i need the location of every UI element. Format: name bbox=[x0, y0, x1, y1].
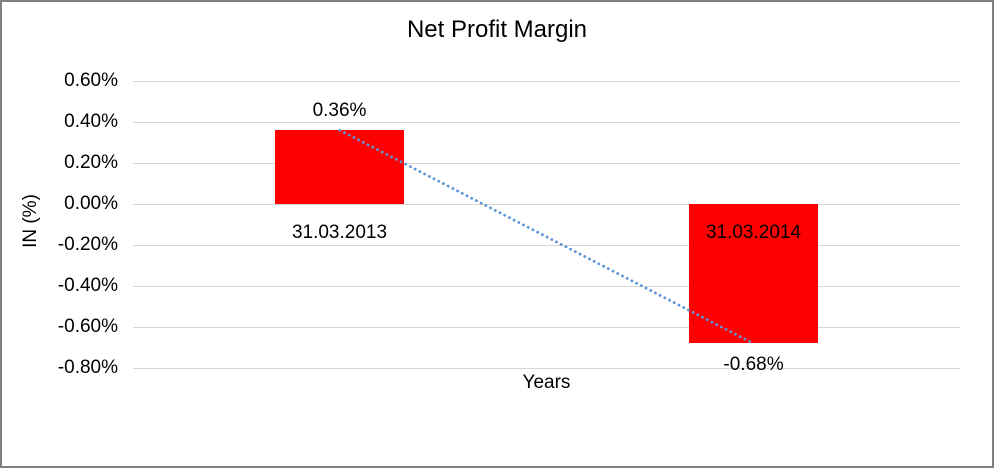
y-tick-label: 0.60% bbox=[64, 70, 118, 91]
category-label: 31.03.2014 bbox=[705, 222, 802, 243]
y-tick-label: 0.00% bbox=[64, 193, 118, 214]
data-label: 0.36% bbox=[312, 100, 367, 121]
category-label: 31.03.2013 bbox=[291, 222, 388, 243]
gridline bbox=[133, 122, 960, 123]
y-tick-label: 0.20% bbox=[64, 152, 118, 173]
gridline bbox=[133, 245, 960, 246]
data-label: -0.68% bbox=[723, 354, 784, 375]
gridline bbox=[133, 327, 960, 328]
bar-31.03.2013 bbox=[275, 130, 404, 204]
y-tick-label: -0.80% bbox=[57, 357, 118, 378]
y-tick-label: 0.40% bbox=[64, 111, 118, 132]
y-tick-label: -0.20% bbox=[57, 234, 118, 255]
y-tick-label: -0.60% bbox=[57, 316, 118, 337]
gridline bbox=[133, 163, 960, 164]
y-tick-label: -0.40% bbox=[57, 275, 118, 296]
gridline bbox=[133, 204, 960, 205]
gridline bbox=[133, 286, 960, 287]
gridline bbox=[133, 81, 960, 82]
x-axis-title: Years bbox=[522, 372, 571, 393]
chart-title: Net Profit Margin bbox=[406, 16, 588, 43]
gridline bbox=[133, 368, 960, 369]
